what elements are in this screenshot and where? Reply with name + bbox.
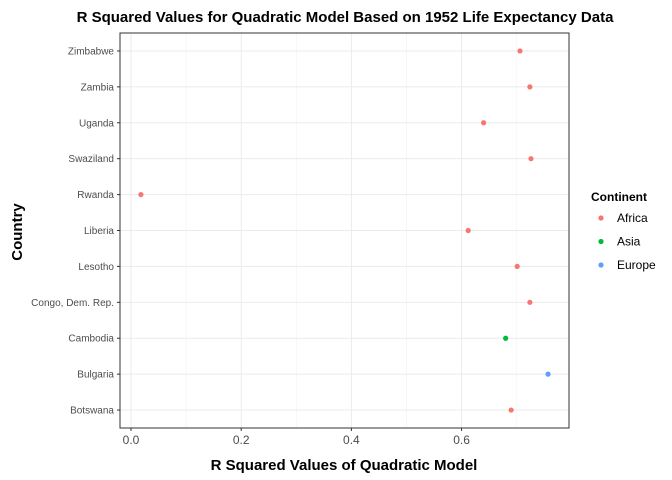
- legend-key: [598, 262, 604, 268]
- chart-title: R Squared Values for Quadratic Model Bas…: [77, 9, 615, 26]
- data-point: [528, 156, 534, 162]
- y-tick-label: Zimbabwe: [68, 46, 115, 57]
- legend-label: Africa: [617, 211, 648, 225]
- x-tick-label: 0.0: [123, 433, 140, 447]
- y-tick-label: Bulgaria: [77, 370, 114, 381]
- legend-title: Continent: [591, 190, 647, 204]
- data-point: [508, 407, 514, 413]
- y-tick-label: Liberia: [84, 226, 114, 237]
- y-axis-ticks: Botswana Bulgaria Cambodia Congo, Dem. Rep.…: [31, 46, 120, 417]
- data-point: [545, 371, 551, 377]
- x-tick-label: 0.2: [233, 433, 250, 447]
- data-point: [527, 84, 533, 90]
- x-tick-label: 0.6: [453, 433, 470, 447]
- y-tick-label: Lesotho: [78, 262, 114, 273]
- legend-key: [598, 215, 604, 221]
- data-point: [481, 120, 487, 126]
- grid: [120, 33, 569, 428]
- data-point: [514, 263, 520, 270]
- y-tick-label: Zambia: [81, 82, 115, 93]
- legend-label: Asia: [617, 235, 641, 249]
- x-tick-label: 0.4: [343, 433, 360, 447]
- y-tick-label: Rwanda: [77, 190, 114, 201]
- data-point: [517, 48, 523, 54]
- data-point: [527, 299, 533, 305]
- y-tick-label: Cambodia: [68, 334, 114, 345]
- legend: Continent Africa Asia Europe: [591, 190, 656, 272]
- legend-label: Europe: [617, 258, 656, 272]
- data-point: [465, 227, 471, 234]
- x-axis-ticks: 0.0 0.2 0.4 0.6: [123, 428, 470, 447]
- data-point: [503, 335, 509, 341]
- data-point: [138, 191, 144, 198]
- y-tick-label: Congo, Dem. Rep.: [31, 298, 114, 309]
- data-points: [138, 48, 551, 413]
- y-axis-title: Country: [9, 203, 26, 261]
- y-tick-label: Swaziland: [68, 154, 114, 165]
- x-axis-title: R Squared Values of Quadratic Model: [211, 457, 478, 474]
- legend-key: [598, 238, 604, 245]
- y-tick-label: Botswana: [70, 406, 114, 417]
- y-tick-label: Uganda: [79, 118, 114, 129]
